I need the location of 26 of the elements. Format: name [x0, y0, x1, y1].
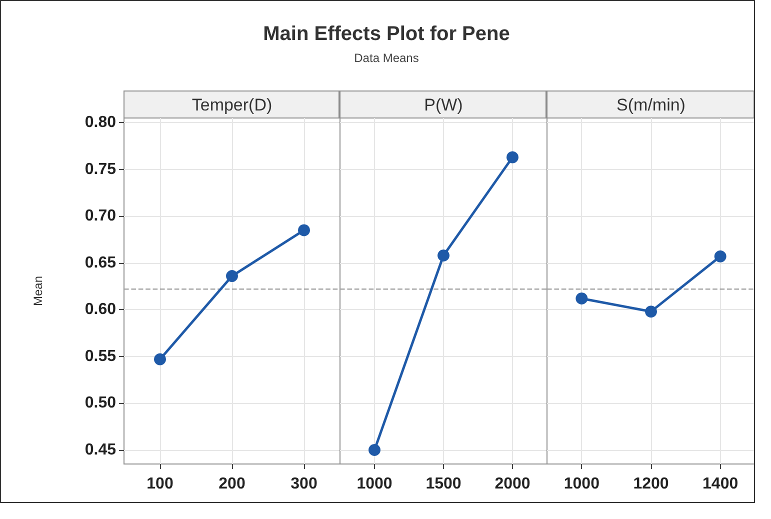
y-tick-label: 0.55: [84, 348, 116, 365]
chart-title: Main Effects Plot for Pene: [262, 23, 511, 46]
x-tick-label: 1000: [356, 476, 392, 492]
point: [298, 224, 310, 236]
x-tick-label: 1000: [564, 476, 600, 492]
y-tick-label: 0.75: [84, 160, 116, 178]
x-axis-title: Temper(D): [192, 96, 272, 114]
y-tick-label: 0.70: [84, 208, 116, 225]
y-tick-label: 0.60: [84, 301, 116, 318]
chart-subtitle: Data Means: [353, 51, 420, 65]
y-tick-label: 0.45: [84, 441, 116, 458]
point: [226, 270, 238, 282]
x-tick-label: 200: [218, 476, 246, 492]
y-tick-label: 0.50: [84, 394, 116, 412]
x-tick-label: 1400: [702, 476, 738, 492]
x-tick-label: 300: [290, 476, 318, 492]
x-tick-label: 1200: [633, 476, 669, 492]
x-tick-label: 2000: [494, 476, 530, 492]
y-tick-label: 0.65: [84, 254, 116, 272]
y-tick-label: 0.80: [84, 114, 116, 132]
point: [154, 353, 166, 366]
x-axis-title: S(m/min): [616, 96, 686, 114]
x-axis-title: P(W): [424, 96, 463, 114]
x-tick-label: 100: [146, 476, 174, 492]
x-tick-label: 1500: [426, 476, 462, 492]
y-axis-title: Mean: [31, 276, 45, 306]
